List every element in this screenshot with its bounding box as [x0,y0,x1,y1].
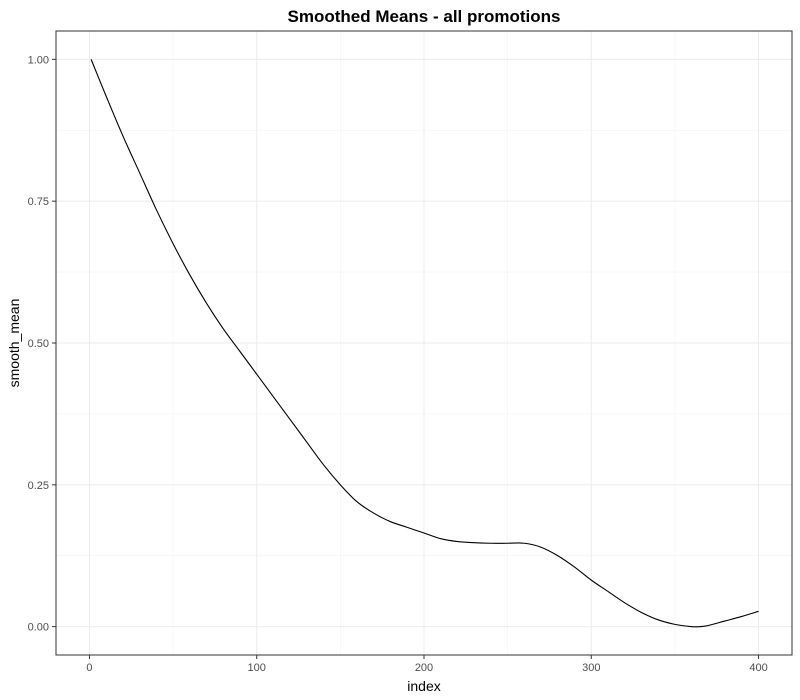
x-tick-label: 200 [415,662,433,674]
y-tick-label: 0.00 [28,622,49,634]
x-tick-label: 400 [749,662,767,674]
grid-lines [56,31,792,655]
y-tick-label: 0.50 [28,338,49,350]
x-tick-label: 300 [582,662,600,674]
series-layer [90,59,759,628]
y-tick-label: 0.25 [28,480,49,492]
smooth-mean-line [90,59,759,628]
axis-ticks: 0 100 200 300 400 0.00 0.25 0.50 0.75 1.00 [28,54,768,674]
x-tick-label: 0 [86,662,92,674]
x-axis-title: index [407,678,440,694]
chart-title: Smoothed Means - all promotions [288,7,561,26]
y-tick-label: 1.00 [28,54,49,66]
y-axis-title: smooth_mean [6,299,22,388]
y-tick-label: 0.75 [28,196,49,208]
x-tick-label: 100 [248,662,266,674]
